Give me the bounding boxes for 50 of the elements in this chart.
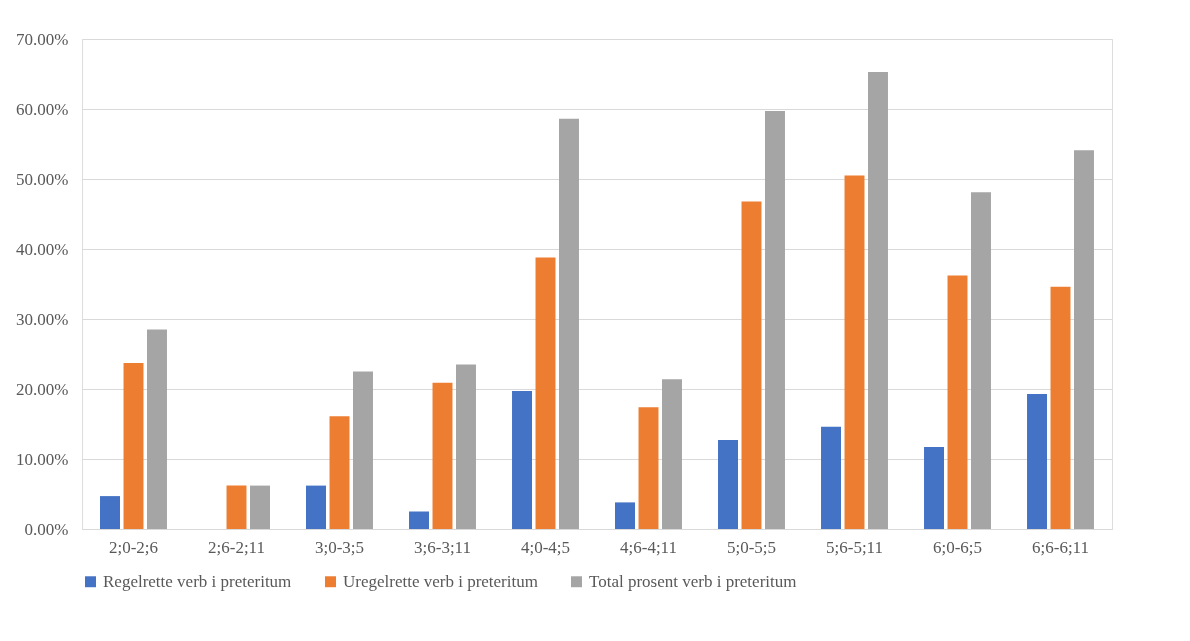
- bar: [535, 257, 556, 529]
- bar: [718, 440, 738, 529]
- bar: [559, 118, 579, 529]
- x-tick-label: 2;0-2;6: [108, 537, 159, 557]
- x-tick-label: 4;6-4;11: [620, 537, 677, 557]
- legend-label: Total prosent verb i preteritum: [589, 571, 797, 591]
- x-tick-label: 5;0-5;5: [726, 537, 777, 557]
- legend-label: Regelrette verb i preteritum: [103, 571, 292, 591]
- bar: [123, 363, 144, 529]
- bar: [456, 364, 476, 529]
- bar: [409, 511, 429, 529]
- bar: [638, 407, 659, 529]
- bar: [947, 275, 968, 529]
- bar: [329, 416, 350, 529]
- x-tick-label: 4;0-4;5: [520, 537, 571, 557]
- bar: [844, 175, 865, 529]
- x-tick-label: 5;6-5;11: [826, 537, 883, 557]
- bar: [765, 111, 785, 529]
- bar: [741, 201, 762, 529]
- y-tick-label: 30.00%: [16, 309, 69, 329]
- bar: [226, 485, 247, 529]
- bar: [924, 447, 944, 529]
- bar: [306, 485, 326, 529]
- bar: [1027, 393, 1047, 529]
- bar: [432, 382, 453, 529]
- bar: [250, 485, 270, 529]
- bar: [1050, 286, 1071, 529]
- bar: [353, 371, 373, 529]
- y-tick-label: 50.00%: [16, 169, 69, 189]
- x-tick-label: 6;6-6;11: [1032, 537, 1089, 557]
- bar: [512, 391, 532, 529]
- y-tick-label: 0.00%: [24, 519, 69, 539]
- y-tick-label: 70.00%: [16, 29, 69, 49]
- y-tick-label: 20.00%: [16, 379, 69, 399]
- bar: [971, 192, 991, 529]
- bar: [615, 502, 635, 529]
- x-tick-label: 3;0-3;5: [314, 537, 365, 557]
- bar: [1074, 150, 1094, 529]
- bar: [147, 329, 167, 529]
- x-tick-label: 6;0-6;5: [932, 537, 983, 557]
- bar: [662, 379, 682, 529]
- x-tick-label: 3;6-3;11: [414, 537, 471, 557]
- x-tick-label: 2;6-2;11: [208, 537, 265, 557]
- y-tick-label: 40.00%: [16, 239, 69, 259]
- legend-label: Uregelrette verb i preteritum: [343, 571, 538, 591]
- y-tick-label: 10.00%: [16, 449, 69, 469]
- bar: [821, 426, 841, 529]
- y-tick-label: 60.00%: [16, 99, 69, 119]
- bar: [868, 71, 888, 529]
- bar: [100, 496, 120, 529]
